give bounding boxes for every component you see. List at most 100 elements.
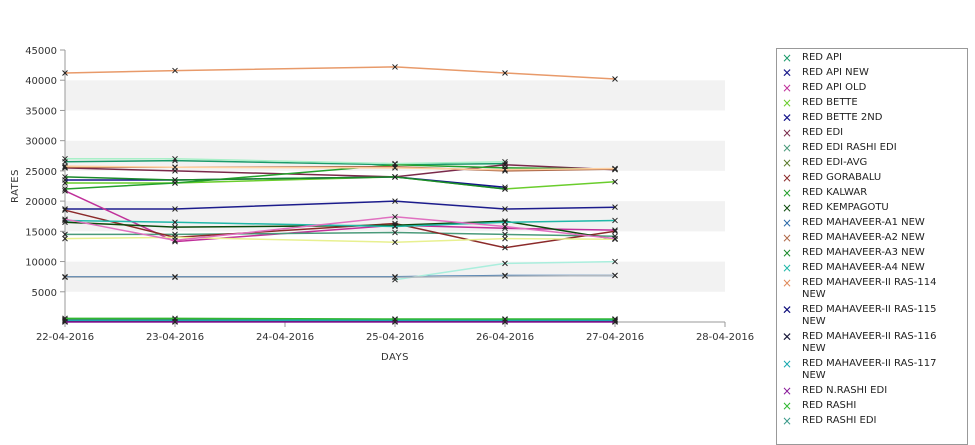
data-point-marker (612, 228, 618, 235)
data-point-marker (502, 186, 508, 192)
legend-item[interactable]: × RED EDI-AVG (777, 157, 967, 169)
x-axis-title: DAYS (381, 352, 409, 363)
data-point-marker (172, 206, 178, 212)
chart-legend: × RED API ✕ RED API NEW × RED API OLD × RED BET… (776, 48, 968, 445)
data-point-marker (62, 274, 68, 281)
legend-marker-icon: ✕ (781, 111, 793, 125)
x-tick-label: 26-04-2016 (476, 332, 534, 343)
legend-marker-icon: × (781, 399, 793, 413)
legend-label: RED N.RASHI EDI (802, 385, 888, 396)
series-line (65, 317, 615, 320)
legend-label: RED API OLD (802, 82, 867, 93)
series-8 (62, 207, 618, 251)
legend-item[interactable]: ✕ RED MAHAVEER-II RAS-116 NEW (777, 331, 967, 355)
data-point-marker (62, 207, 68, 214)
data-point-marker (612, 178, 618, 185)
data-point-marker (62, 70, 68, 76)
legend-item[interactable]: × RED MAHAVEER-II RAS-114 NEW (777, 277, 967, 301)
data-point-marker (502, 260, 508, 267)
legend-label: RED EDI (802, 127, 844, 138)
data-point-marker (612, 316, 618, 322)
legend-label: RED MAHAVEER-II RAS-116 NEW (802, 331, 937, 354)
legend-label: RED API NEW (802, 67, 869, 78)
data-point-marker (502, 206, 508, 212)
legend-label: RED BETTE (802, 97, 858, 108)
legend-item[interactable]: × RED API OLD (777, 82, 967, 94)
legend-item[interactable]: × RED EDI RASHI EDI (777, 142, 967, 154)
legend-label: RED MAHAVEER-A2 NEW (802, 232, 925, 243)
data-point-marker (502, 223, 508, 230)
data-point-marker (392, 198, 398, 204)
x-tick-label: 23-04-2016 (146, 332, 204, 343)
data-point-marker (62, 216, 68, 223)
legend-item[interactable]: × RED RASHI EDI (777, 415, 967, 427)
legend-item[interactable]: ✕ RED BETTE 2ND (777, 112, 967, 124)
legend-item[interactable]: × RED KEMPAGOTU (777, 202, 967, 214)
x-tick-label: 25-04-2016 (366, 332, 424, 343)
legend-marker-icon: ✕ (781, 303, 793, 317)
legend-label: RED MAHAVEER-II RAS-114 NEW (802, 277, 937, 300)
legend-label: RED MAHAVEER-II RAS-117 NEW (802, 358, 937, 381)
legend-marker-icon: × (781, 126, 793, 140)
series-line (64, 176, 506, 190)
legend-item[interactable]: × RED MAHAVEER-A3 NEW (777, 247, 967, 259)
data-point-marker (502, 231, 508, 238)
legend-item[interactable]: ✕ RED API NEW (777, 67, 967, 79)
legend-marker-icon: × (781, 96, 793, 110)
data-point-marker (62, 235, 68, 242)
legend-marker-icon: × (781, 384, 793, 398)
legend-item[interactable]: × RED MAHAVEER-A4 NEW (777, 262, 967, 274)
legend-marker-icon: × (781, 51, 793, 65)
legend-item[interactable]: × RED N.RASHI EDI (777, 385, 967, 397)
data-point-marker (392, 174, 398, 180)
data-point-marker (172, 219, 178, 226)
legend-item[interactable]: × RED MAHAVEER-A1 NEW (777, 217, 967, 229)
legend-marker-icon: × (781, 231, 793, 245)
y-axis-title: RATES (10, 169, 21, 203)
grid-band (65, 170, 725, 202)
legend-marker-icon: ✕ (781, 330, 793, 344)
legend-label: RED RASHI EDI (802, 415, 877, 426)
legend-item[interactable]: × RED BETTE (777, 97, 967, 109)
legend-label: RED MAHAVEER-II RAS-115 NEW (802, 304, 937, 327)
data-point-marker (172, 315, 178, 322)
data-point-marker (392, 165, 398, 171)
legend-label: RED GORABALU (802, 172, 882, 183)
legend-marker-icon: ✕ (781, 66, 793, 80)
series-13 (62, 174, 508, 192)
legend-item[interactable]: × RED MAHAVEER-II RAS-117 NEW (777, 358, 967, 382)
legend-item[interactable]: × RED API (777, 52, 967, 64)
legend-marker-icon: × (781, 261, 793, 275)
y-tick-label: 10000 (25, 258, 57, 269)
data-point-marker (172, 224, 178, 230)
x-axis: 22-04-2016 23-04-2016 24-04-2016 25-04-2016… (36, 321, 754, 343)
legend-item[interactable]: × RED GORABALU (777, 172, 967, 184)
legend-item[interactable]: × RED EDI (777, 127, 967, 139)
data-point-marker (172, 155, 178, 162)
legend-label: RED MAHAVEER-A4 NEW (802, 262, 925, 273)
series-20 (62, 315, 618, 322)
grid-band (65, 140, 725, 171)
series-14 (62, 217, 618, 230)
legend-label: RED MAHAVEER-A3 NEW (802, 247, 925, 258)
series-23 (62, 155, 508, 167)
series-line (64, 159, 506, 166)
legend-item[interactable]: × RED KALWAR (777, 187, 967, 199)
legend-item[interactable]: ✕ RED MAHAVEER-II RAS-115 NEW (777, 304, 967, 328)
series-25 (62, 213, 618, 244)
y-tick-label: 25000 (25, 167, 57, 178)
data-point-marker (612, 217, 618, 224)
data-point-marker (392, 239, 398, 246)
data-point-marker (172, 67, 178, 74)
x-tick-label: 24-04-2016 (256, 332, 314, 343)
data-point-marker (62, 155, 68, 162)
legend-marker-icon: × (781, 201, 793, 215)
line-chart: 5000 10000 15000 20000 25000 30000 35000 40000 4… (10, 46, 754, 363)
grid-band (65, 80, 725, 111)
legend-item[interactable]: × RED MAHAVEER-A2 NEW (777, 232, 967, 244)
data-point-marker (172, 177, 178, 183)
x-tick-label: 27-04-2016 (586, 332, 644, 343)
legend-marker-icon: × (781, 186, 793, 200)
data-point-marker (502, 235, 508, 242)
legend-item[interactable]: × RED RASHI (777, 400, 967, 412)
